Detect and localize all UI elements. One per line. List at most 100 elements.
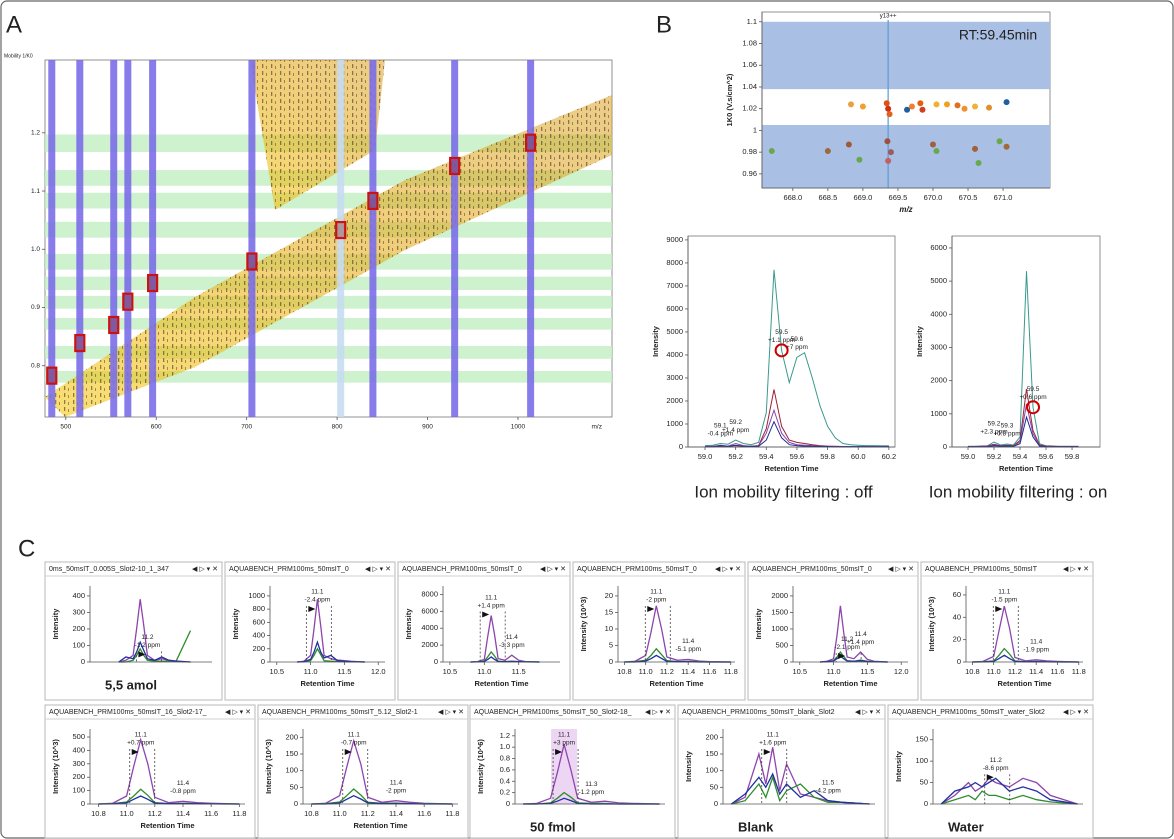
plot-area xyxy=(515,729,665,804)
precursor-point xyxy=(975,160,982,167)
x-tick-label: 12.0 xyxy=(371,667,386,676)
peak-rt: 11.2 xyxy=(841,636,854,643)
mobility-band xyxy=(45,317,612,330)
x-axis-label: Retention Time xyxy=(300,679,354,688)
isolation-window xyxy=(248,60,256,417)
x-tick-label: 10.5 xyxy=(443,667,458,676)
target-box xyxy=(335,220,347,240)
x-tick-label: 11.6 xyxy=(204,809,218,818)
y-tick-label: 20 xyxy=(605,591,613,600)
window-title: AQUABENCH_PRM100ms_50msIT_50_Slot2-18_ xyxy=(474,709,632,716)
precursor-point xyxy=(943,101,950,108)
y-tick-label: 0.6 xyxy=(500,765,510,774)
x-tick-label: 900 xyxy=(422,424,433,431)
peak-rt: 11.1 xyxy=(135,732,148,739)
x-tick-label: 500 xyxy=(60,424,71,431)
y-tick-label: 0 xyxy=(679,442,683,451)
x-tick-label: 600 xyxy=(151,424,162,431)
y-tick-label: 0.8 xyxy=(31,362,40,369)
x-axis-label: Retention Time xyxy=(764,464,818,473)
peak-rt: 11.1 xyxy=(558,732,571,739)
precursor-point xyxy=(919,106,926,113)
peak-flag xyxy=(838,653,846,660)
x-tick-label: 11.8 xyxy=(445,809,459,818)
peak-ppm: +1.4 ppm xyxy=(847,639,874,646)
x-tick-label: 11.4 xyxy=(681,667,695,676)
y-tick-label: 0 xyxy=(957,657,961,666)
trace xyxy=(118,640,191,663)
peak-ppm: -0.7 ppm xyxy=(341,740,367,747)
ion-cloud-texture xyxy=(250,60,385,210)
x-tick-label: 11.0 xyxy=(827,667,841,676)
precursor-point xyxy=(972,145,979,152)
x-tick-label: 11.5 xyxy=(512,667,526,676)
y-tick-label: 1.0 xyxy=(31,246,40,253)
y-axis-label: Intensity (10^3) xyxy=(51,739,60,794)
x-tick-label: 59.8 xyxy=(1065,452,1080,461)
peak-rt: 59.2 xyxy=(729,419,742,426)
y-tick-label: 1.04 xyxy=(742,82,757,91)
y-tick-label: 2000 xyxy=(930,376,947,385)
precursor-point xyxy=(859,103,866,110)
precursor-point xyxy=(1003,99,1010,106)
precursor-point xyxy=(883,100,890,107)
window-title: AQUABENCH_PRM100ms_50msIT_5.12_Slot2-1 xyxy=(262,709,418,716)
peak-flag xyxy=(995,606,1003,612)
peak-ppm: +0.7 ppm xyxy=(127,740,154,747)
x-axis-label: Retention Time xyxy=(474,679,528,688)
peak-rt: 11.1 xyxy=(348,732,361,739)
mobility-band xyxy=(45,370,612,383)
peak-rt: 11.1 xyxy=(485,594,498,601)
x-tick-label: 11.0 xyxy=(477,667,491,676)
plot-area xyxy=(90,729,245,804)
peak-rt: 11.3 xyxy=(585,781,598,788)
peak-ppm: +7 ppm xyxy=(786,344,808,351)
x-tick-label: 60.0 xyxy=(851,452,866,461)
window-controls: ◀ ▷ ▾ ✕ xyxy=(225,709,251,716)
target-box xyxy=(449,156,461,176)
x-tick-label: 669.5 xyxy=(889,193,908,202)
y-tick-label: 7000 xyxy=(666,281,683,290)
y-tick-label: 0.9 xyxy=(31,304,40,311)
peak-rt: 59.1 xyxy=(714,422,727,429)
peak-flag xyxy=(986,774,994,781)
precursor-point xyxy=(954,102,961,109)
caption: Water xyxy=(948,819,984,834)
x-tick-label: 10.8 xyxy=(91,809,106,818)
peak-ppm: -1.2 ppm xyxy=(579,789,605,796)
y-tick-label: 15 xyxy=(605,607,613,616)
peak-ppm: -8.6 ppm xyxy=(983,765,1009,772)
trace xyxy=(940,777,1078,805)
y-tick-label: 400 xyxy=(72,591,85,600)
y-tick-label: 0 xyxy=(924,799,928,808)
precursor-point xyxy=(847,101,854,108)
trace xyxy=(523,744,660,805)
y-tick-label: 150 xyxy=(285,749,298,758)
y-axis-label: Intensity xyxy=(231,608,240,640)
peak-rt: 59.5 xyxy=(1027,386,1040,393)
precursor-point xyxy=(885,157,892,164)
y-tick-label: 0.2 xyxy=(500,788,510,797)
peak-ppm: -2 ppm xyxy=(646,597,666,604)
y-tick-label: 100 xyxy=(72,786,85,795)
plot-area xyxy=(618,586,735,662)
window-title: AQUABENCH_PRM100ms_50msIT_water_Slot2 xyxy=(892,709,1045,716)
y-tick-label: 200 xyxy=(285,732,298,741)
peak-flag xyxy=(647,606,655,612)
y-tick-label: 1000 xyxy=(248,591,265,600)
x-tick-label: 59.6 xyxy=(1039,452,1054,461)
y-tick-label: 2000 xyxy=(666,396,683,405)
precursor-point xyxy=(1003,143,1010,150)
window-controls: ◀ ▷ ▾ ✕ xyxy=(1063,566,1089,573)
x-tick-label: 668.5 xyxy=(818,193,837,202)
window-title: AQUABENCH_PRM100ms_50msIT_0 xyxy=(402,566,522,573)
x-axis-label: Retention Time xyxy=(823,679,877,688)
window-title: 0ms_50msIT_0.005S_Slot2-10_1_347 xyxy=(49,566,169,573)
target-box xyxy=(367,191,379,211)
target-box xyxy=(46,366,58,385)
window-title: AQUABENCH_PRM100ms_50msIT_0 xyxy=(752,566,872,573)
peak-ppm: -1.9 ppm xyxy=(1023,646,1049,653)
precursor-point xyxy=(996,138,1003,145)
peak-rt: 59.2 xyxy=(988,421,1001,428)
y-tick-label: 0 xyxy=(784,657,788,666)
